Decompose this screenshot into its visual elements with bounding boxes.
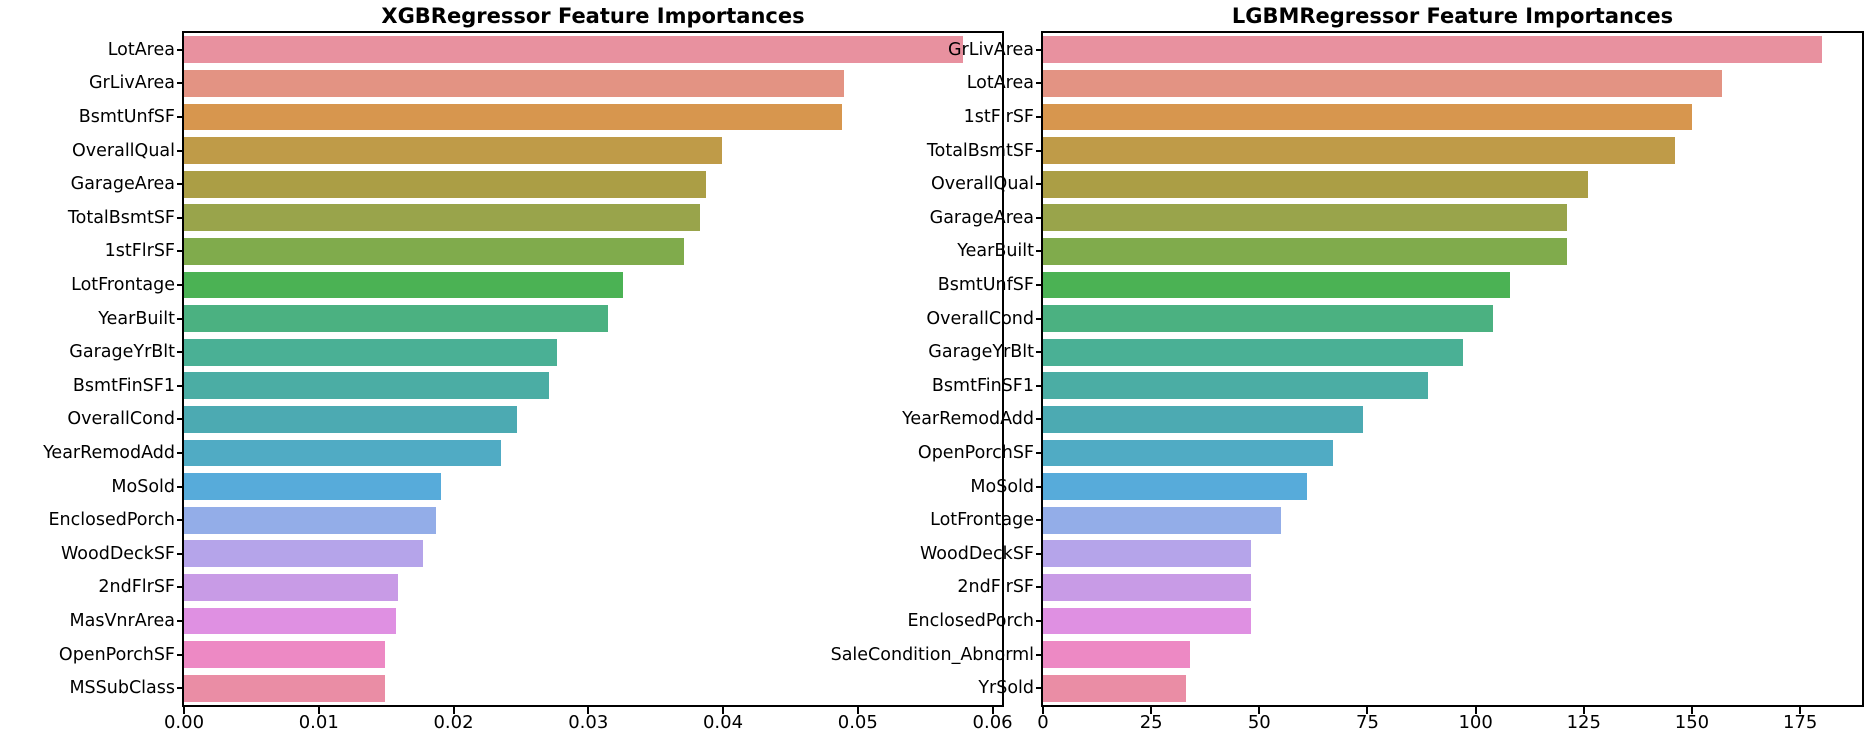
bar-EnclosedPorch xyxy=(1043,607,1251,635)
bar-TotalBsmtSF xyxy=(184,204,701,232)
bar-LotArea xyxy=(1043,69,1723,97)
bar-OpenPorchSF xyxy=(1043,439,1333,467)
bar-2ndFlrSF xyxy=(184,573,399,601)
bar-1stFlrSF xyxy=(184,237,684,265)
right-chart-title: LGBMRegressor Feature Importances xyxy=(1231,4,1674,28)
bar-BsmtFinSF1 xyxy=(1043,372,1429,400)
xtick-mark xyxy=(452,707,455,714)
bar-BsmtUnfSF xyxy=(184,103,842,131)
ytick-label-EnclosedPorch: EnclosedPorch xyxy=(48,510,176,531)
ytick-label-YearBuilt: YearBuilt xyxy=(98,308,175,329)
xtick-label-125: 125 xyxy=(1566,712,1601,733)
bar-2ndFlrSF xyxy=(1043,573,1251,601)
xtick-label-0.01: 0.01 xyxy=(298,712,339,733)
bar-WoodDeckSF xyxy=(1043,540,1251,568)
ytick-label-LotFrontage: LotFrontage xyxy=(71,275,175,295)
ytick-label-MoSold: MoSold xyxy=(111,476,175,497)
xtick-mark xyxy=(722,707,725,714)
bar-EnclosedPorch xyxy=(184,506,436,534)
bar-MoSold xyxy=(184,473,442,501)
bar-GrLivArea xyxy=(1043,36,1822,64)
right-plot-area xyxy=(1041,31,1864,707)
xtick-mark xyxy=(587,707,590,714)
bar-BsmtUnfSF xyxy=(1043,271,1511,299)
xtick-mark xyxy=(1799,707,1802,714)
xtick-label-175: 175 xyxy=(1782,712,1818,733)
xtick-mark xyxy=(317,707,320,714)
bar-GarageYrBlt xyxy=(1043,338,1463,366)
xtick-label-50: 50 xyxy=(1247,712,1271,733)
xtick-label-0.04: 0.04 xyxy=(702,712,744,733)
ytick-label-MSSubClass: MSSubClass xyxy=(69,678,175,699)
bar-OverallQual xyxy=(184,137,722,165)
bar-GrLivArea xyxy=(184,69,845,97)
ytick-label-MasVnrArea: MasVnrArea xyxy=(69,611,175,631)
bar-1stFlrSF xyxy=(1043,103,1692,131)
bar-OverallQual xyxy=(1043,170,1589,198)
bar-WoodDeckSF xyxy=(184,540,423,568)
xtick-mark xyxy=(991,707,994,714)
xtick-label-75: 75 xyxy=(1356,712,1379,733)
bar-YearRemodAdd xyxy=(184,439,501,467)
xtick-mark xyxy=(1366,707,1369,714)
ytick-label-BsmtUnfSF: BsmtUnfSF xyxy=(78,107,175,127)
bar-LotArea xyxy=(184,36,963,64)
xtick-label-0.06: 0.06 xyxy=(972,712,1013,733)
xtick-label-150: 150 xyxy=(1674,712,1710,733)
bar-YearRemodAdd xyxy=(1043,405,1364,433)
bar-YrSold xyxy=(1043,674,1186,702)
xtick-mark xyxy=(1150,707,1153,714)
bar-MoSold xyxy=(1043,473,1307,501)
ytick-label-TotalBsmtSF: TotalBsmtSF xyxy=(67,207,175,228)
left-plot-area xyxy=(182,31,1004,707)
ytick-label-OverallQual: OverallQual xyxy=(72,140,175,161)
xtick-mark xyxy=(1258,707,1261,714)
xtick-label-100: 100 xyxy=(1458,712,1493,733)
bar-OpenPorchSF xyxy=(184,641,385,669)
ytick-label-GarageYrBlt: GarageYrBlt xyxy=(69,342,175,363)
xtick-mark xyxy=(1582,707,1585,714)
xtick-label-0: 0 xyxy=(1037,712,1049,733)
xtick-mark xyxy=(1042,707,1044,714)
bar-GarageArea xyxy=(1043,204,1567,232)
bar-LotFrontage xyxy=(1043,506,1281,534)
xtick-label-0.00: 0.00 xyxy=(163,712,205,733)
ytick-label-LotArea: LotArea xyxy=(107,39,175,60)
ytick-label-OpenPorchSF: OpenPorchSF xyxy=(58,644,175,665)
bar-MSSubClass xyxy=(184,674,385,702)
xtick-label-0.03: 0.03 xyxy=(568,712,609,733)
xtick-label-0.02: 0.02 xyxy=(433,712,474,733)
bar-OverallCond xyxy=(1043,305,1493,333)
ytick-label-GarageArea: GarageArea xyxy=(70,174,175,195)
bar-MasVnrArea xyxy=(184,607,396,635)
left-chart-title: XGBRegressor Feature Importances xyxy=(381,4,805,28)
bar-GarageYrBlt xyxy=(184,338,558,366)
bar-YearBuilt xyxy=(1043,237,1567,265)
xtick-mark xyxy=(1474,707,1477,714)
ytick-label-OverallCond: OverallCond xyxy=(67,409,175,430)
ytick-label-GrLivArea: GrLivArea xyxy=(89,73,175,94)
bar-BsmtFinSF1 xyxy=(184,372,550,400)
bar-OverallCond xyxy=(184,405,517,433)
xtick-mark xyxy=(1690,707,1693,714)
xtick-label-0.05: 0.05 xyxy=(837,712,878,733)
ytick-label-BsmtFinSF1: BsmtFinSF1 xyxy=(72,375,175,396)
bar-LotFrontage xyxy=(184,271,624,299)
bar-YearBuilt xyxy=(184,305,609,333)
bar-SaleCondition_Abnorml xyxy=(1043,641,1191,669)
ytick-label-WoodDeckSF: WoodDeckSF xyxy=(61,543,175,564)
xtick-mark xyxy=(183,707,185,714)
bar-TotalBsmtSF xyxy=(1043,137,1675,165)
bar-GarageArea xyxy=(184,170,706,198)
xtick-label-25: 25 xyxy=(1139,712,1163,733)
ytick-label-2ndFlrSF: 2ndFlrSF xyxy=(98,577,175,598)
ytick-label-1stFlrSF: 1stFlrSF xyxy=(104,241,175,262)
ytick-label-YearRemodAdd: YearRemodAdd xyxy=(43,443,175,463)
xtick-mark xyxy=(856,707,859,714)
